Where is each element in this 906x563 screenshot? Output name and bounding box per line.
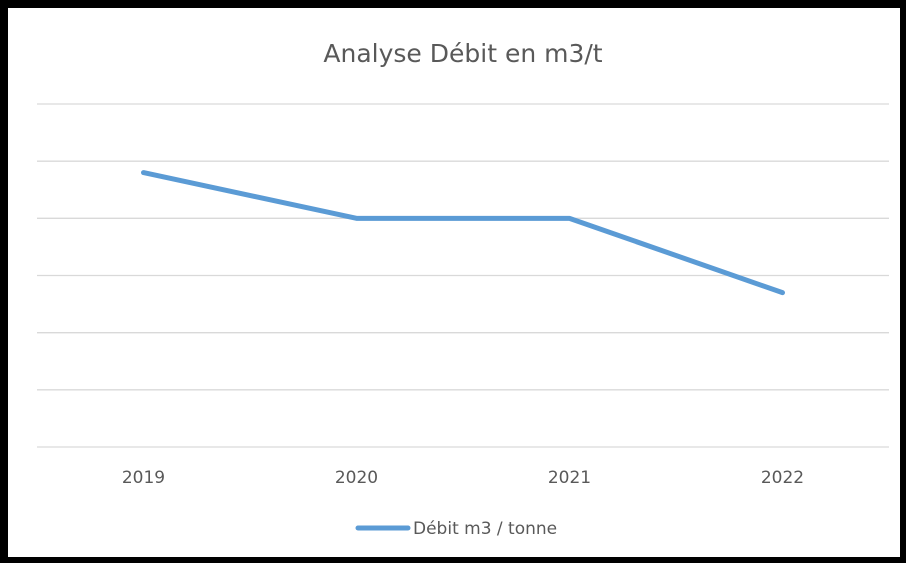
data-line: [141, 170, 785, 296]
x-tick-label: 2020: [335, 468, 378, 488]
x-tick-label: 2019: [122, 468, 165, 488]
x-tick-label: 2021: [548, 468, 591, 488]
x-tick-label: 2022: [761, 468, 804, 488]
chart-title: Analyse Débit en m3/t: [323, 39, 602, 68]
legend-label: Débit m3 / tonne: [413, 519, 557, 539]
